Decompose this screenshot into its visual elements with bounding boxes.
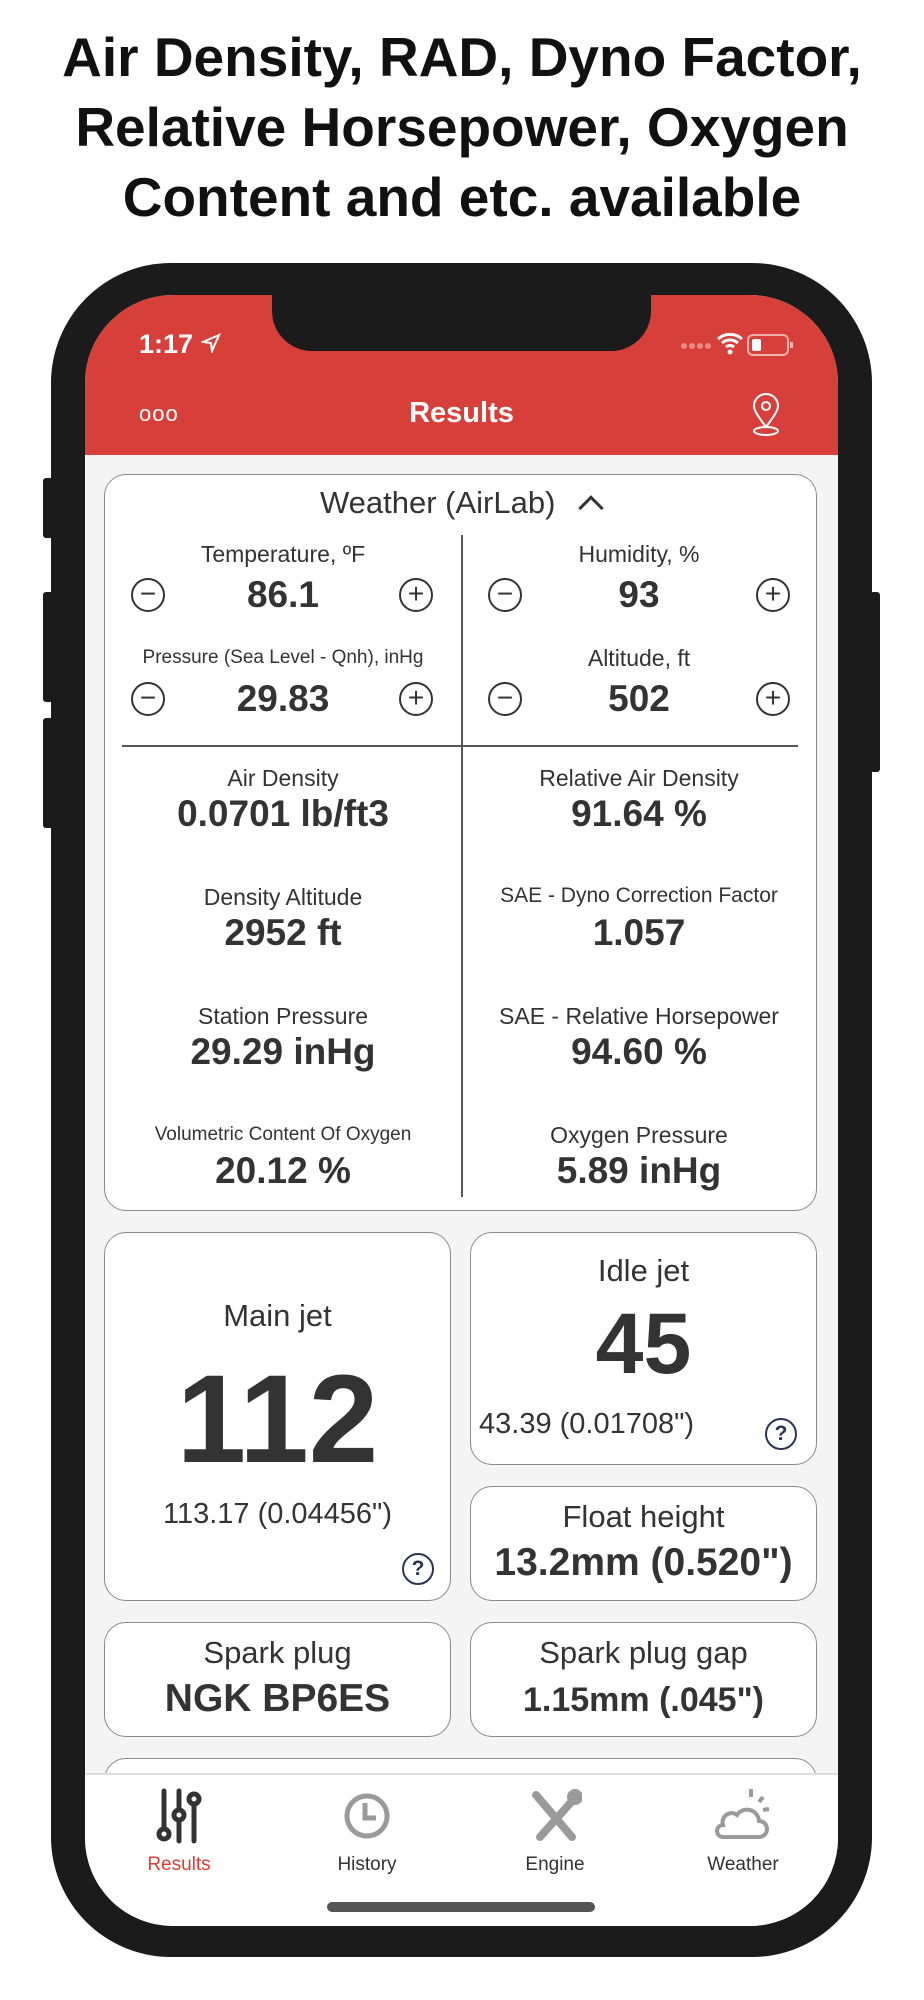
location-pin-icon[interactable] bbox=[749, 393, 783, 439]
nav-bar: 1:17 ooo Results bbox=[85, 295, 838, 455]
help-icon[interactable]: ? bbox=[765, 1418, 797, 1450]
result-label: SAE - Dyno Correction Factor bbox=[500, 884, 778, 907]
result-value: 20.12 % bbox=[215, 1150, 351, 1191]
result-label: SAE - Relative Horsepower bbox=[499, 1003, 779, 1029]
tools-icon bbox=[532, 1789, 583, 1841]
spark-plug-value: NGK BP6ES bbox=[164, 1677, 391, 1720]
signal-wifi-battery-icon bbox=[681, 332, 793, 356]
humidity-plus-button[interactable]: + bbox=[756, 578, 790, 612]
result-label: Density Altitude bbox=[203, 884, 363, 910]
spark-plug-gap-label: Spark plug gap bbox=[539, 1635, 748, 1670]
float-height-card[interactable]: Float height 13.2mm (0.520") bbox=[470, 1486, 817, 1601]
tab-label: Results bbox=[147, 1854, 211, 1875]
divider bbox=[122, 745, 798, 747]
phone-button bbox=[43, 478, 53, 538]
phone-button bbox=[43, 592, 53, 702]
main-jet-detail: 113.17 (0.04456") bbox=[162, 1498, 393, 1530]
result-label: Air Density bbox=[227, 765, 339, 791]
headline-line: Air Density, RAD, Dyno Factor, bbox=[62, 26, 862, 88]
temperature-value[interactable]: 86.1 bbox=[246, 574, 319, 615]
weather-card-header[interactable]: Weather (AirLab) bbox=[105, 485, 815, 521]
result-value: 0.0701 lb/ft3 bbox=[177, 793, 389, 834]
tab-bar: Results History Engine Weather bbox=[85, 1773, 838, 1926]
result-value: 2952 ft bbox=[224, 912, 342, 953]
humidity-value[interactable]: 93 bbox=[618, 574, 660, 615]
page-title: Results bbox=[409, 397, 514, 429]
result-value: 5.89 inHg bbox=[556, 1150, 722, 1191]
spark-plug-gap-card[interactable]: Spark plug gap 1.15mm (.045") bbox=[470, 1622, 817, 1737]
help-icon[interactable]: ? bbox=[402, 1553, 434, 1585]
chevron-up-icon bbox=[578, 495, 604, 521]
menu-button[interactable]: ooo bbox=[139, 401, 179, 426]
result-label: Volumetric Content Of Oxygen bbox=[154, 1124, 412, 1145]
weather-title: Weather (AirLab) bbox=[319, 485, 556, 520]
result-label: Station Pressure bbox=[197, 1003, 369, 1029]
idle-jet-detail: 43.39 (0.01708") bbox=[479, 1408, 695, 1440]
pressure-label: Pressure (Sea Level - Qnh), inHg bbox=[142, 647, 424, 668]
tab-label: Engine bbox=[525, 1854, 585, 1875]
spark-plug-gap-value: 1.15mm (.045") bbox=[522, 1681, 765, 1719]
pressure-plus-button[interactable]: + bbox=[399, 682, 433, 716]
location-arrow-icon bbox=[201, 333, 221, 353]
tab-results[interactable]: Results bbox=[85, 1775, 273, 1885]
clock-icon bbox=[344, 1793, 390, 1839]
pressure-value[interactable]: 29.83 bbox=[236, 678, 330, 719]
altitude-plus-button[interactable]: + bbox=[756, 682, 790, 716]
tab-history[interactable]: History bbox=[273, 1775, 461, 1885]
pressure-minus-button[interactable]: − bbox=[131, 682, 165, 716]
result-value: 1.057 bbox=[592, 912, 686, 953]
idle-jet-card[interactable]: Idle jet 45 43.39 (0.01708") ? bbox=[470, 1232, 817, 1465]
altitude-value[interactable]: 502 bbox=[608, 678, 670, 719]
spark-plug-label: Spark plug bbox=[203, 1635, 352, 1670]
tab-weather[interactable]: Weather bbox=[649, 1775, 837, 1885]
result-value: 29.29 inHg bbox=[190, 1031, 376, 1072]
result-value: 91.64 % bbox=[571, 793, 707, 834]
cloud-sun-icon bbox=[715, 1789, 770, 1839]
tab-label: History bbox=[337, 1854, 397, 1875]
headline-line: Relative Horsepower, Oxygen bbox=[75, 96, 849, 158]
result-value: 94.60 % bbox=[571, 1031, 707, 1072]
status-time: 1:17 bbox=[139, 329, 194, 359]
divider bbox=[461, 535, 463, 1197]
main-jet-value: 112 bbox=[176, 1350, 379, 1489]
temperature-plus-button[interactable]: + bbox=[399, 578, 433, 612]
idle-jet-label: Idle jet bbox=[597, 1253, 690, 1288]
altitude-minus-button[interactable]: − bbox=[488, 682, 522, 716]
headline-line: Content and etc. available bbox=[122, 166, 802, 228]
main-jet-label: Main jet bbox=[223, 1298, 332, 1333]
home-indicator[interactable] bbox=[327, 1902, 595, 1912]
temperature-label: Temperature, ºF bbox=[200, 541, 366, 567]
tab-label: Weather bbox=[707, 1854, 779, 1875]
phone-screen: 1:17 ooo Results Weather (AirLab) Temper… bbox=[85, 295, 838, 1926]
tab-engine[interactable]: Engine bbox=[461, 1775, 649, 1885]
idle-jet-value: 45 bbox=[595, 1296, 692, 1392]
weather-card: Weather (AirLab) Temperature, ºF − 86.1 … bbox=[104, 474, 817, 1211]
altitude-label: Altitude, ft bbox=[587, 645, 691, 671]
temperature-minus-button[interactable]: − bbox=[131, 578, 165, 612]
humidity-minus-button[interactable]: − bbox=[488, 578, 522, 612]
humidity-label: Humidity, % bbox=[578, 541, 700, 567]
spark-plug-card[interactable]: Spark plug NGK BP6ES bbox=[104, 1622, 451, 1737]
float-height-label: Float height bbox=[562, 1499, 725, 1534]
notch bbox=[272, 295, 651, 351]
promo-headline: Air Density, RAD, Dyno Factor, Relative … bbox=[0, 22, 924, 232]
phone-button bbox=[870, 592, 880, 772]
main-jet-card[interactable]: Main jet 112 113.17 (0.04456") ? bbox=[104, 1232, 451, 1601]
sliders-icon bbox=[156, 1788, 202, 1844]
phone-button bbox=[43, 718, 53, 828]
result-label: Relative Air Density bbox=[539, 765, 739, 791]
float-height-value: 13.2mm (0.520") bbox=[494, 1541, 793, 1584]
result-label: Oxygen Pressure bbox=[550, 1122, 728, 1148]
